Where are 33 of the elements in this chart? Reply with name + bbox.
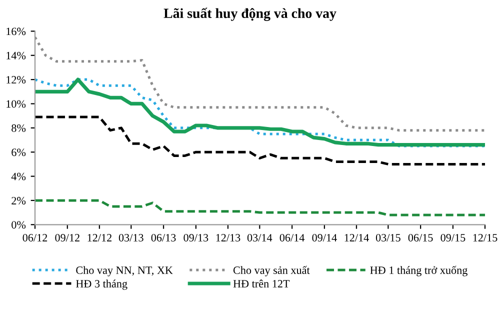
y-tick-label: 8% — [12, 124, 26, 132]
line-series — [35, 36, 485, 132]
x-tick-label: 06/14 — [280, 234, 305, 242]
x-tick-label: 06/13 — [151, 234, 176, 242]
x-tick-label: 06/15 — [408, 234, 433, 242]
x-tick-label: 09/14 — [312, 234, 337, 242]
y-tick-label: 10% — [6, 100, 26, 108]
legend-label: Cho vay sản xuất — [233, 266, 310, 276]
x-tick-label: 09/12 — [55, 234, 80, 242]
line-series — [35, 116, 485, 166]
chart-title: Lãi suất huy động và cho vay — [164, 8, 336, 21]
x-tick-label: 12/13 — [216, 234, 240, 242]
y-tick-label: 0% — [12, 221, 26, 229]
x-tick-label: 12/12 — [88, 234, 112, 242]
y-tick-label: 12% — [6, 76, 26, 84]
y-tick-label: 2% — [12, 196, 26, 204]
line-series — [35, 199, 485, 216]
legend-label: Cho vay NN, NT, XK — [76, 266, 173, 276]
x-tick-label: 12/14 — [344, 234, 369, 242]
y-tick-label: 16% — [6, 28, 26, 36]
x-tick-label: 09/13 — [184, 234, 208, 242]
legend-label: HĐ trên 12T — [233, 280, 290, 288]
x-tick-label: 09/15 — [440, 234, 466, 242]
y-tick-label: 14% — [6, 52, 26, 60]
legend-label: HĐ 3 tháng — [76, 280, 128, 290]
y-tick-label: 6% — [12, 148, 26, 156]
x-tick-label: 12/15 — [473, 234, 498, 242]
x-tick-label: 03/13 — [118, 234, 144, 242]
x-tick-label: 03/14 — [247, 234, 272, 242]
y-tick-label: 4% — [11, 172, 26, 180]
legend-label: HĐ 1 tháng trở xuống — [370, 266, 468, 276]
x-tick-label: 06/12 — [22, 234, 48, 242]
x-tick-label: 03/15 — [376, 234, 400, 242]
